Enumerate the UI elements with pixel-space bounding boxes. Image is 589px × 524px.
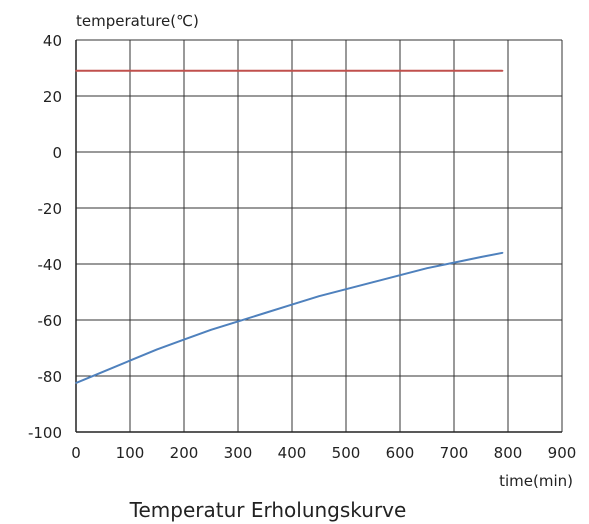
y-tick-label: -100 [28,424,62,442]
data-point [183,70,185,72]
x-tick-label: 700 [440,444,469,462]
x-tick-label: 300 [224,444,253,462]
y-tick-label: -60 [38,312,63,330]
x-tick-label: 400 [278,444,307,462]
data-point [237,320,239,323]
data-point [156,348,158,351]
x-tick-label: 800 [494,444,523,462]
x-tick-label: 500 [332,444,361,462]
x-tick-label: 900 [548,444,577,462]
data-point [399,274,401,277]
x-tick-label: 200 [170,444,199,462]
x-axis-title: time(min) [499,472,573,490]
y-tick-label: -80 [38,368,63,386]
x-tick-label: 100 [116,444,145,462]
y-tick-label: 40 [43,32,62,50]
y-axis-title: temperature(℃) [76,12,199,30]
data-point [210,329,212,331]
axes [75,40,562,433]
data-point [480,256,482,258]
data-point [453,70,455,72]
series-line-2 [75,251,503,384]
y-tick-label: 20 [43,88,62,106]
data-point [426,267,428,270]
data-point [501,70,504,72]
data-point [75,382,77,384]
y-tick-label: -40 [38,256,63,274]
data-point [102,371,104,373]
data-point [291,303,293,306]
data-point [75,70,77,72]
y-tick-labels: 40 20 0 -20 -40 -60 -80 -100 [28,32,62,442]
x-tick-label: 600 [386,444,415,462]
x-tick-label: 0 [71,444,81,462]
data-point [345,70,347,72]
chart-caption: Temperatur Erholungskurve [129,498,407,522]
series-group [75,69,504,384]
data-point [291,70,293,72]
data-point [183,338,185,341]
x-tick-labels: 0 100 200 300 400 500 600 700 800 900 [71,444,576,462]
data-point [399,70,401,72]
grid [75,39,563,433]
data-point [237,70,239,72]
y-tick-label: 0 [52,144,62,162]
data-point [318,295,320,298]
data-point [345,288,347,291]
data-point [129,70,131,72]
data-point [129,359,131,362]
data-point [264,312,266,314]
data-point [501,252,504,254]
y-tick-label: -20 [38,200,63,218]
data-point [453,261,455,264]
data-point [372,281,374,284]
